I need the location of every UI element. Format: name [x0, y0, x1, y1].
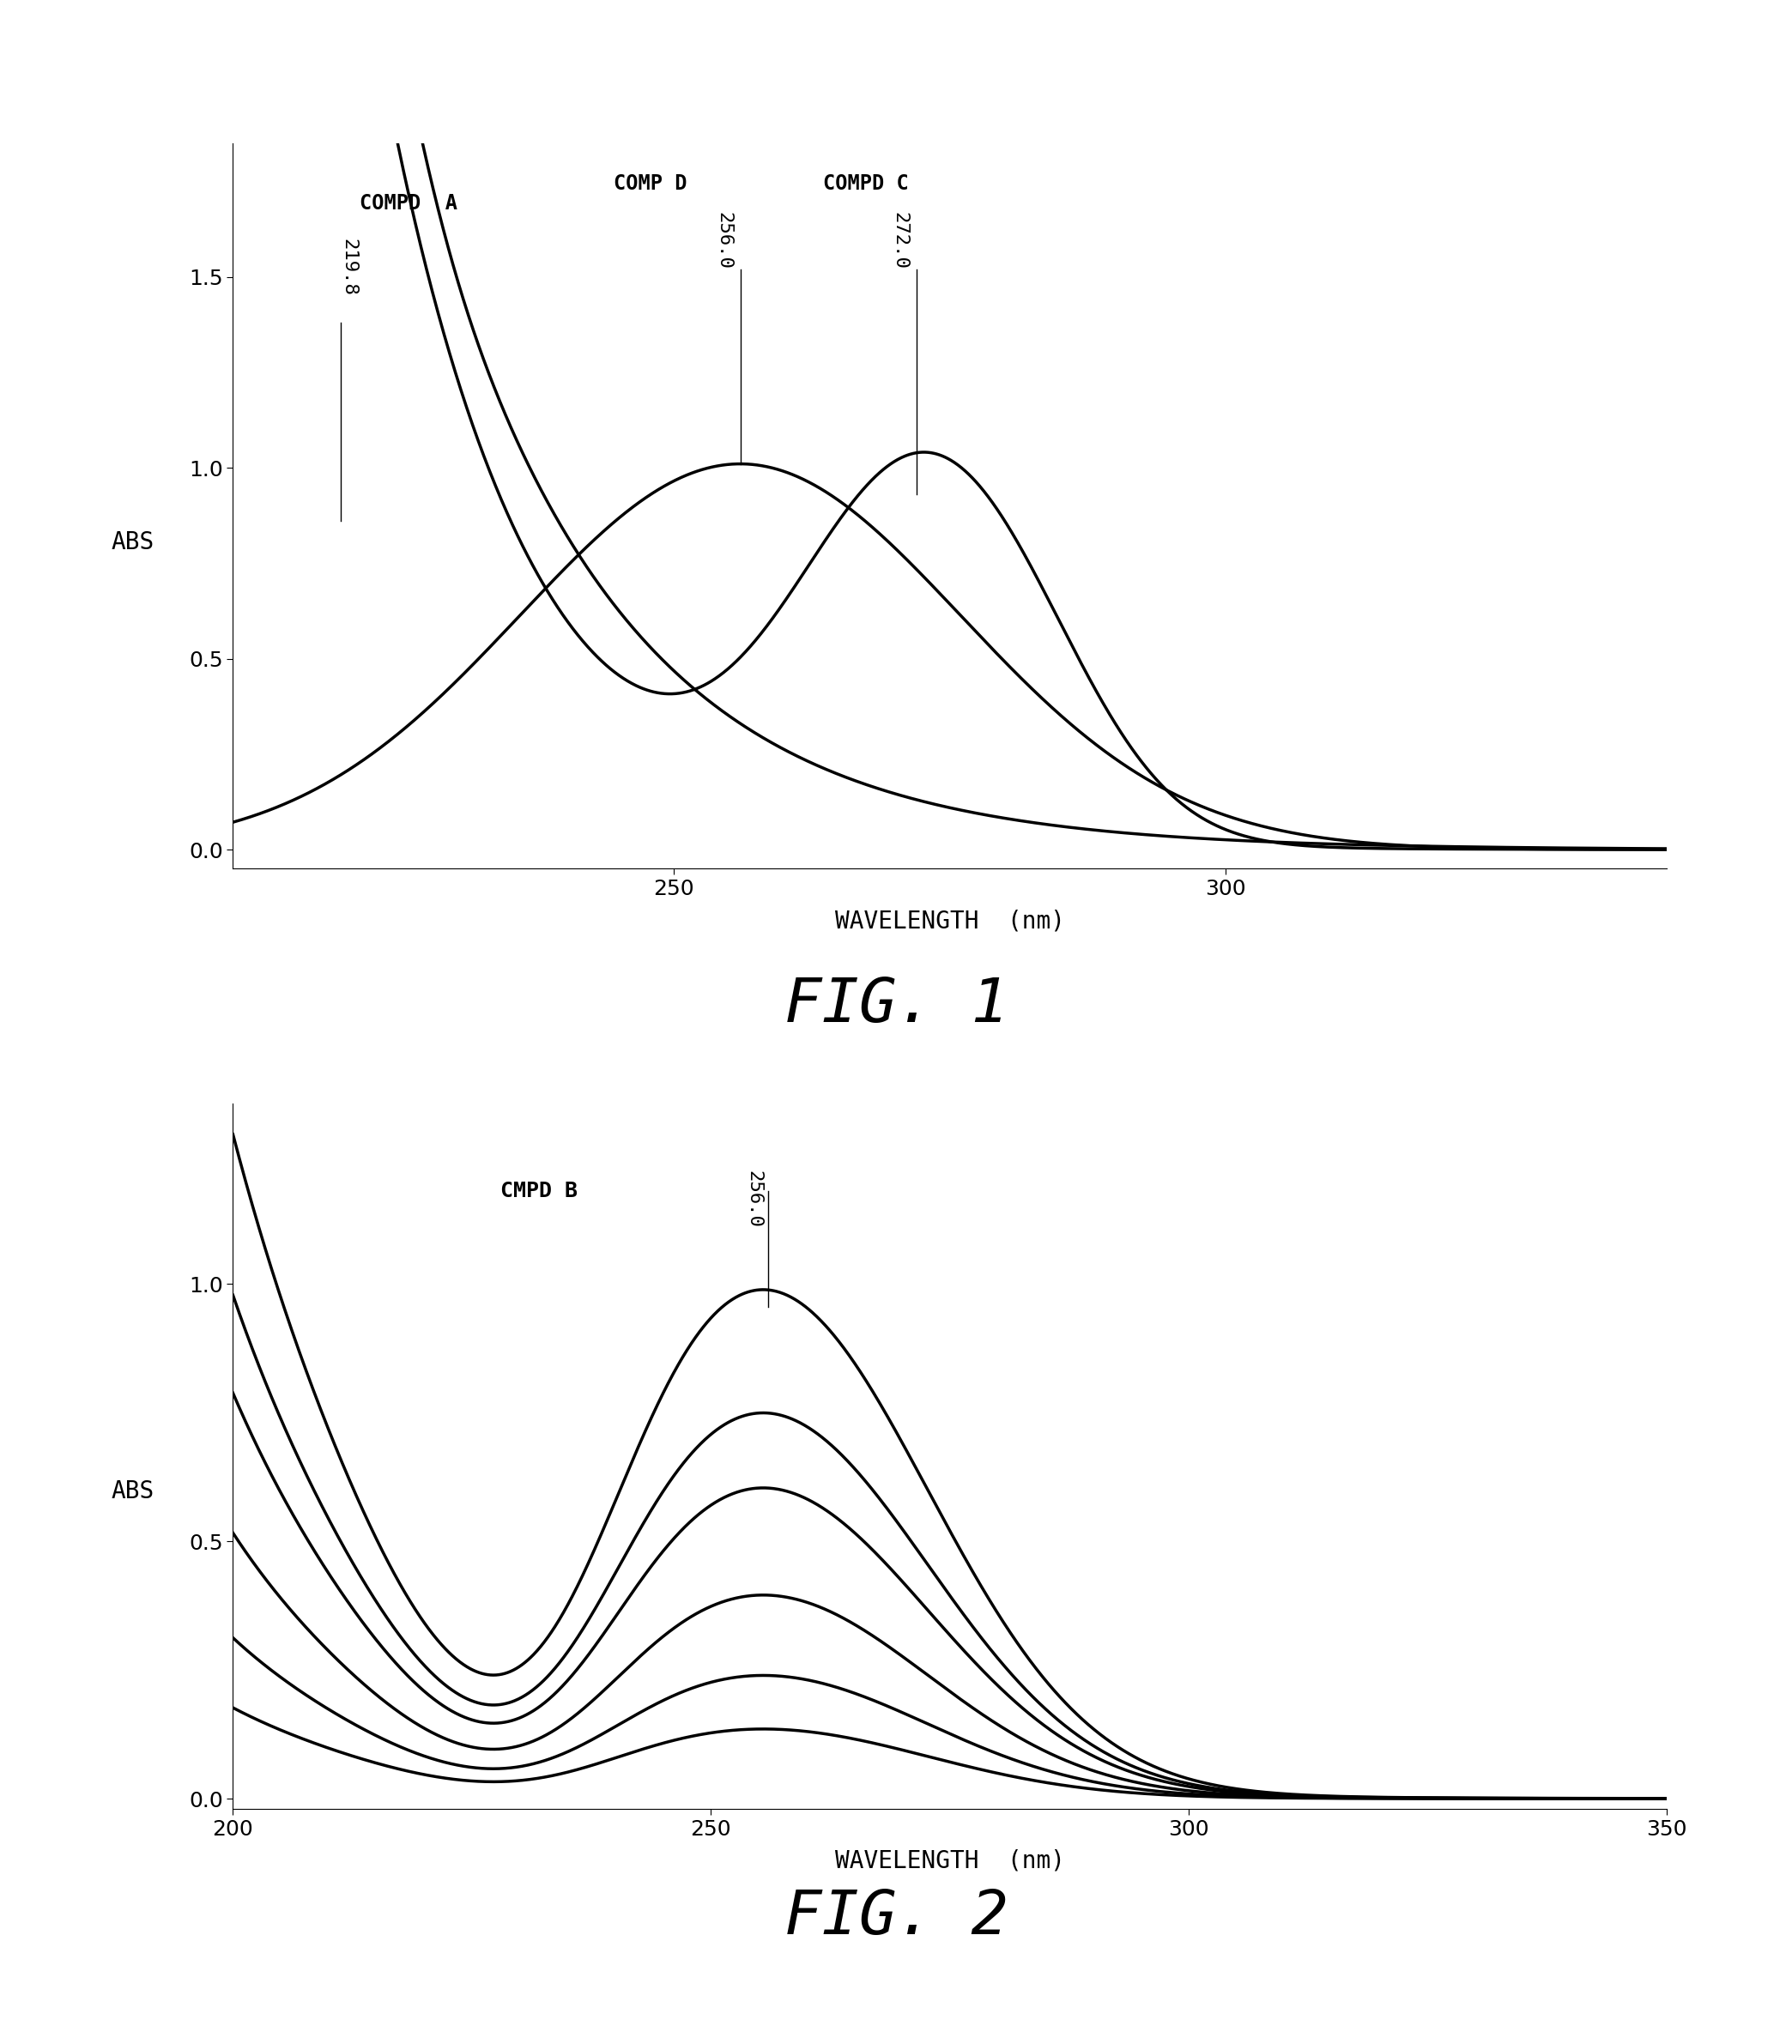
- X-axis label: WAVELENGTH  (nm): WAVELENGTH (nm): [835, 1850, 1064, 1872]
- Text: FIG. 2: FIG. 2: [785, 1889, 1007, 1946]
- Text: COMPD  A: COMPD A: [360, 192, 457, 213]
- Text: COMPD C: COMPD C: [823, 174, 909, 194]
- Text: 272.0: 272.0: [892, 213, 909, 270]
- Y-axis label: ABS: ABS: [111, 529, 154, 554]
- Text: COMP D: COMP D: [613, 174, 686, 194]
- Y-axis label: ABS: ABS: [111, 1480, 154, 1504]
- Text: 256.0: 256.0: [715, 213, 733, 270]
- Text: FIG. 1: FIG. 1: [785, 977, 1007, 1034]
- X-axis label: WAVELENGTH  (nm): WAVELENGTH (nm): [835, 910, 1064, 932]
- Text: CMPD B: CMPD B: [500, 1181, 577, 1202]
- Text: 256.0: 256.0: [745, 1171, 762, 1228]
- Text: 219.8: 219.8: [340, 239, 357, 296]
